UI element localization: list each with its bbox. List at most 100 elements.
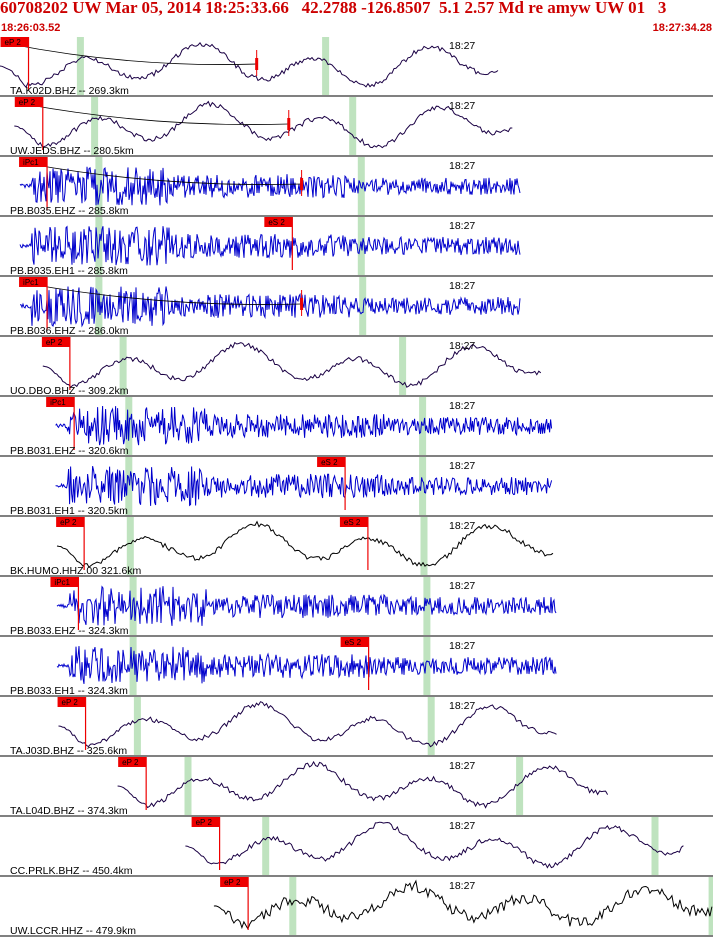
theoretical-arrival-band (419, 457, 427, 515)
trace-panel[interactable]: eS 2 18:27 PB.B035.EH1 -- 285.8km (0, 217, 713, 277)
waveform[interactable] (185, 821, 684, 869)
trace-panel[interactable]: eP 2 18:27 CC.PRLK.BHZ -- 450.4km (0, 817, 713, 877)
p-pick-flag[interactable] (0, 37, 29, 47)
trace-panel[interactable]: iPc1 18:27 PB.B036.EHZ -- 286.0km (0, 277, 713, 337)
p-pick-label: eP 2 (46, 338, 63, 347)
minute-label: 18:27 (449, 880, 475, 892)
s-pick-flag[interactable] (339, 517, 368, 527)
theoretical-arrival-band (91, 97, 99, 155)
waveform[interactable] (42, 341, 542, 388)
trace-panel[interactable]: eP 2 18:27 UW.JEDS.BHZ -- 280.5km (0, 97, 713, 157)
s-pick-flag[interactable] (264, 217, 293, 227)
trace-panel[interactable]: eP 2 18:27 TA.K02D.BHZ -- 269.3km (0, 37, 713, 97)
waveform[interactable] (20, 286, 521, 328)
event-title: 60708202 UW Mar 05, 2014 18:25:33.66 42.… (0, 0, 667, 17)
waveform[interactable] (58, 701, 557, 748)
amplitude-marker[interactable] (287, 118, 291, 130)
p-pick-label: eP 2 (122, 758, 139, 767)
station-label: CC.PRLK.BHZ -- 450.4km (10, 865, 133, 877)
event-header: 60708202 UW Mar 05, 2014 18:25:33.66 42.… (0, 0, 713, 36)
trace-panel[interactable]: iPc1 18:27 PB.B035.EHZ -- 285.8km (0, 157, 713, 217)
theoretical-arrival-band (126, 517, 134, 575)
station-label: PB.B033.EH1 -- 324.3km (10, 685, 128, 697)
trace-panel[interactable]: eP 2 18:27 TA.L04D.BHZ -- 374.3km (0, 757, 713, 817)
p-pick-label: eP 2 (5, 38, 22, 47)
station-label: PB.B035.EHZ -- 285.8km (10, 205, 129, 217)
theoretical-arrival-band (262, 817, 270, 875)
minute-label: 18:27 (449, 40, 475, 52)
trace-panel[interactable]: eP 2 18:27 UO.DBO.BHZ -- 309.2km (0, 337, 713, 397)
waveform[interactable] (56, 520, 554, 568)
waveform[interactable] (19, 225, 521, 266)
waveform[interactable] (56, 646, 557, 684)
minute-label: 18:27 (449, 820, 475, 832)
waveform[interactable] (213, 879, 713, 931)
minute-label: 18:27 (449, 340, 475, 352)
minute-label: 18:27 (449, 220, 475, 232)
p-pick-flag[interactable] (57, 697, 86, 707)
theoretical-arrival-band (95, 157, 103, 215)
p-pick-label: eP 2 (62, 698, 79, 707)
p-pick-label: iPc1 (54, 578, 70, 587)
waveform[interactable] (55, 405, 553, 446)
theoretical-arrival-band (119, 337, 127, 395)
seismogram-panel[interactable]: eP 2 18:27 TA.K02D.BHZ -- 269.3km eP 2 18:27… (0, 36, 713, 938)
trace-panel[interactable]: eP 2 18:27 TA.J03D.BHZ -- 325.6km (0, 697, 713, 757)
theoretical-arrival-band (427, 697, 435, 755)
p-pick-flag[interactable] (220, 877, 249, 887)
end-time: 18:27:34.28 (652, 22, 712, 34)
p-pick-flag[interactable] (50, 577, 79, 587)
p-pick-label: iPc1 (23, 158, 39, 167)
waveform[interactable] (19, 166, 521, 206)
trace-panel[interactable]: eS 2 18:27 PB.B033.EH1 -- 324.3km (0, 637, 713, 697)
p-pick-flag[interactable] (56, 517, 85, 527)
minute-label: 18:27 (449, 520, 475, 532)
s-pick-flag[interactable] (340, 637, 369, 647)
minute-label: 18:27 (449, 100, 475, 112)
theoretical-arrival-band (184, 757, 192, 815)
p-pick-flag[interactable] (191, 817, 220, 827)
station-label: PB.B036.EHZ -- 286.0km (10, 325, 129, 337)
minute-label: 18:27 (449, 460, 475, 472)
p-pick-label: eP 2 (196, 818, 213, 827)
amplitude-marker[interactable] (300, 178, 304, 190)
waveform[interactable] (0, 41, 499, 89)
minute-label: 18:27 (449, 700, 475, 712)
s-pick-label: eS 2 (321, 458, 338, 467)
trace-panel[interactable]: iPc1 18:27 PB.B031.EHZ -- 320.6km (0, 397, 713, 457)
s-pick-label: eS 2 (268, 218, 285, 227)
amplitude-marker[interactable] (300, 298, 304, 310)
minute-label: 18:27 (449, 760, 475, 772)
p-pick-flag[interactable] (41, 337, 70, 347)
theoretical-arrival-band (76, 37, 84, 95)
p-pick-label: eP 2 (60, 518, 77, 527)
waveform[interactable] (56, 585, 557, 626)
amplitude-marker[interactable] (255, 58, 259, 70)
travel-time-curve (24, 103, 289, 125)
p-pick-flag[interactable] (19, 157, 48, 167)
p-pick-flag[interactable] (14, 97, 43, 107)
waveform[interactable] (117, 760, 609, 809)
p-pick-label: iPc1 (50, 398, 66, 407)
s-pick-label: eS 2 (344, 518, 361, 527)
station-label: BK.HUMO.HHZ.00 321.6km (10, 565, 142, 577)
p-pick-flag[interactable] (46, 397, 75, 407)
p-pick-flag[interactable] (19, 277, 48, 287)
p-pick-flag[interactable] (118, 757, 147, 767)
theoretical-arrival-band (708, 877, 713, 935)
station-label: TA.K02D.BHZ -- 269.3km (10, 85, 129, 97)
s-pick-flag[interactable] (317, 457, 346, 467)
waveform[interactable] (55, 465, 553, 507)
trace-panel[interactable]: eP 2 18:27 UW.LCCR.HHZ -- 479.9km (0, 877, 713, 937)
waveform[interactable] (14, 100, 513, 149)
trace-panel[interactable]: iPc1 18:27 PB.B033.EHZ -- 324.3km (0, 577, 713, 637)
p-pick-label: iPc1 (23, 278, 39, 287)
station-label: PB.B031.EHZ -- 320.6km (10, 445, 129, 457)
theoretical-arrival-band (423, 577, 431, 635)
theoretical-arrival-band (419, 397, 427, 455)
trace-panel[interactable]: eS 2 18:27 PB.B031.EH1 -- 320.5km (0, 457, 713, 517)
station-label: TA.L04D.BHZ -- 374.3km (10, 805, 128, 817)
trace-panel[interactable]: eP 2 eS 2 18:27 BK.HUMO.HHZ.00 321.6km (0, 517, 713, 577)
theoretical-arrival-band (423, 637, 431, 695)
